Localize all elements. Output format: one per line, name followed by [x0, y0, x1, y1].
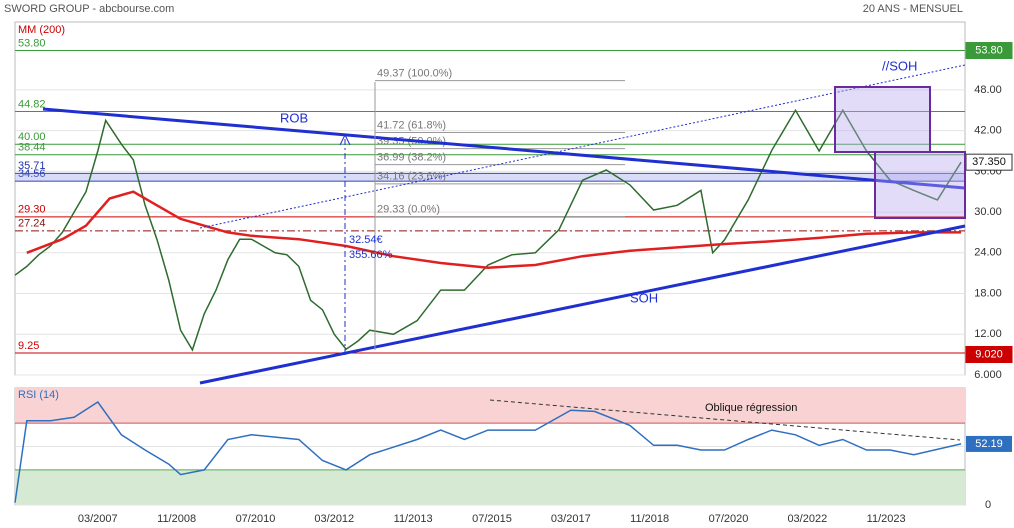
value-tag — [966, 435, 1012, 452]
level-label: 40.00 — [18, 131, 46, 143]
x-tick-label: 03/2012 — [314, 513, 354, 525]
x-tick-label: 03/2007 — [78, 513, 118, 525]
price-tag-label: 53.80 — [975, 44, 1003, 56]
y-tick-label: 12.00 — [974, 328, 1002, 340]
fib-label: 29.33 (0.0%) — [377, 204, 440, 216]
oversold-zone — [15, 469, 965, 505]
level-label: 53.80 — [18, 37, 46, 49]
level-label: 27.24 — [18, 218, 46, 230]
y-tick-label: 24.00 — [974, 247, 1002, 259]
trend-soh — [199, 224, 966, 385]
x-tick-label: 03/2022 — [787, 513, 827, 525]
price-tag-label: 9.020 — [975, 348, 1003, 360]
arrow-head — [339, 133, 351, 146]
level-label: 35.71 — [18, 160, 46, 172]
series-line — [14, 108, 962, 352]
y-tick-label: 48.00 — [974, 84, 1002, 96]
legend-entry: RSI (14) — [18, 389, 59, 401]
value-tag-label: 52.19 — [975, 438, 1003, 450]
zones — [15, 388, 965, 505]
fib-label: 41.72 (61.8%) — [377, 119, 446, 131]
x-tick-label: 11/2013 — [394, 513, 433, 525]
page-title: SWORD GROUP - abcbourse.com — [4, 3, 174, 15]
annotation: Oblique régression — [705, 402, 797, 414]
box — [874, 151, 966, 219]
x-tick-label: 07/2020 — [709, 513, 749, 525]
y-tick-label: 30.00 — [974, 206, 1002, 218]
level-band — [15, 173, 965, 182]
price-tag-label: 37.350 — [972, 156, 1006, 168]
level-label: 34.56 — [18, 168, 46, 180]
y-tick-label: 42.00 — [974, 125, 1002, 137]
y-tick-label: 6.000 — [974, 369, 1002, 381]
y-tick-label: 0 — [985, 499, 991, 511]
level-label: 29.30 — [18, 204, 46, 216]
price-tag — [965, 42, 1013, 60]
legend-entry: MM (200) — [18, 24, 65, 36]
trend-rob — [42, 107, 966, 190]
regression-line — [489, 399, 961, 441]
level-label: 9.25 — [18, 340, 39, 352]
price-tag — [965, 345, 1013, 363]
fib-label: 34.16 (23.6%) — [377, 171, 446, 183]
page-mode: 20 ANS - MENSUEL — [863, 3, 963, 15]
y-tick-label: 18.00 — [974, 287, 1002, 299]
x-tick-label: 11/2023 — [867, 513, 906, 525]
series-line — [14, 400, 962, 503]
overbought-zone — [15, 388, 965, 424]
annotation: //SOH — [882, 58, 917, 73]
annotation: 32.54€ — [349, 234, 383, 246]
level-label: 44.82 — [18, 98, 46, 110]
x-tick-label: 07/2010 — [236, 513, 276, 525]
annotation: ROB — [280, 110, 308, 125]
x-tick-label: 03/2017 — [551, 513, 591, 525]
annotation: 355.66% — [349, 249, 393, 261]
fib-label: 36.99 (38.2%) — [377, 152, 446, 164]
level-label: 38.44 — [18, 142, 46, 154]
box — [834, 86, 931, 153]
x-tick-label: 07/2015 — [472, 513, 512, 525]
x-tick-label: 11/2008 — [157, 513, 196, 525]
series-line — [26, 190, 962, 269]
x-tick-label: 11/2018 — [630, 513, 669, 525]
fib-label: 49.37 (100.0%) — [377, 67, 452, 79]
annotation: SOH — [630, 290, 658, 305]
